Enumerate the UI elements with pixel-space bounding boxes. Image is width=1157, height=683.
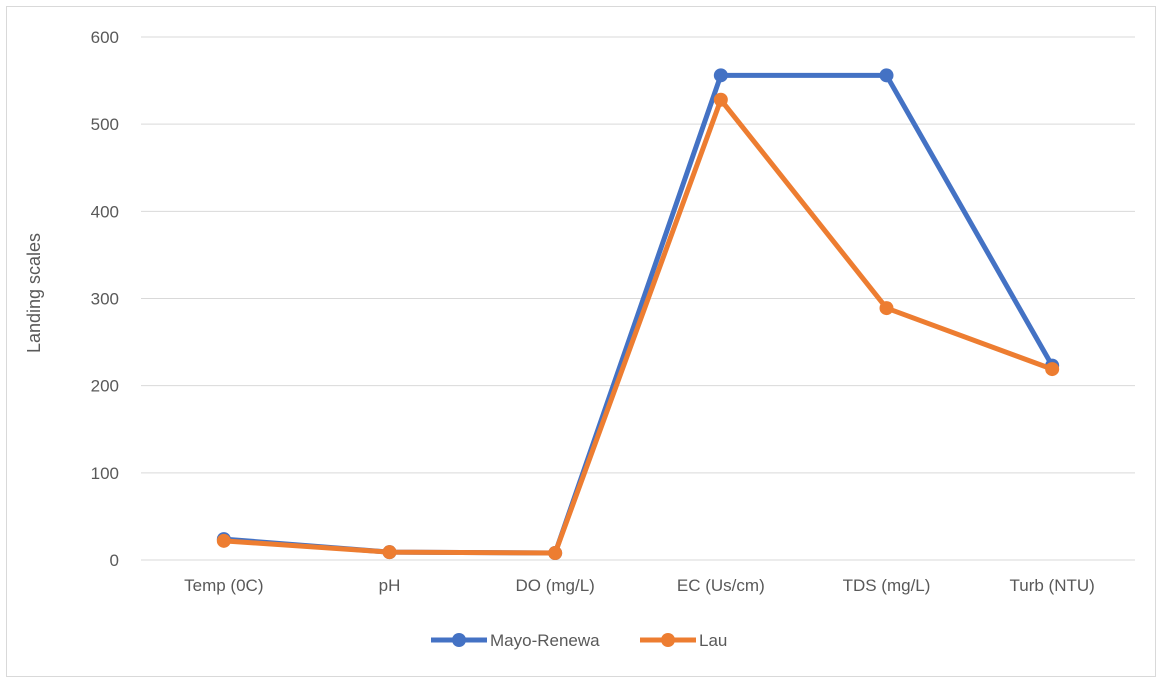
series-0 [216, 68, 1060, 561]
data-point [548, 546, 563, 561]
series-line [221, 72, 1055, 556]
y-axis-label: Landing scales [24, 233, 44, 353]
y-tick-labels: 0 100 200 300 400 500 600 [91, 28, 119, 570]
data-point [879, 68, 894, 83]
x-tick-label: TDS (mg/L) [843, 576, 931, 595]
y-tick-label: 300 [91, 290, 119, 309]
legend-swatch-marker [661, 633, 675, 647]
x-tick-label: DO (mg/L) [515, 576, 594, 595]
series-layer [216, 68, 1060, 561]
legend-label: Mayo-Renewa [490, 631, 600, 650]
x-tick-label: EC (Us/cm) [677, 576, 765, 595]
line-chart: 0 100 200 300 400 500 600 Temp (0C) pH DO (mg/L)… [24, 28, 1135, 650]
y-tick-label: 500 [91, 115, 119, 134]
data-point [713, 92, 728, 107]
legend-label: Lau [699, 631, 727, 650]
y-tick-label: 400 [91, 202, 119, 221]
legend: Mayo-Renewa Lau [431, 631, 727, 650]
chart-frame: 0 100 200 300 400 500 600 Temp (0C) pH DO (mg/L)… [6, 6, 1156, 677]
y-tick-label: 0 [110, 551, 119, 570]
y-tick-label: 600 [91, 28, 119, 47]
y-tick-label: 100 [91, 464, 119, 483]
data-point [879, 301, 894, 316]
grid-lines [141, 36, 1135, 561]
x-tick-label: Turb (NTU) [1010, 576, 1095, 595]
data-point [713, 68, 728, 83]
data-point [382, 545, 397, 560]
x-tick-label: Temp (0C) [184, 576, 263, 595]
data-point [216, 533, 231, 548]
y-tick-label: 200 [91, 377, 119, 396]
legend-item: Mayo-Renewa [431, 631, 600, 650]
series-line [221, 97, 1055, 556]
data-point [1045, 362, 1060, 377]
x-tick-label: pH [379, 576, 401, 595]
x-tick-labels: Temp (0C) pH DO (mg/L) EC (Us/cm) TDS (mg/L)… [184, 576, 1095, 595]
legend-swatch-marker [452, 633, 466, 647]
legend-item: Lau [640, 631, 727, 650]
series-1 [216, 92, 1060, 561]
